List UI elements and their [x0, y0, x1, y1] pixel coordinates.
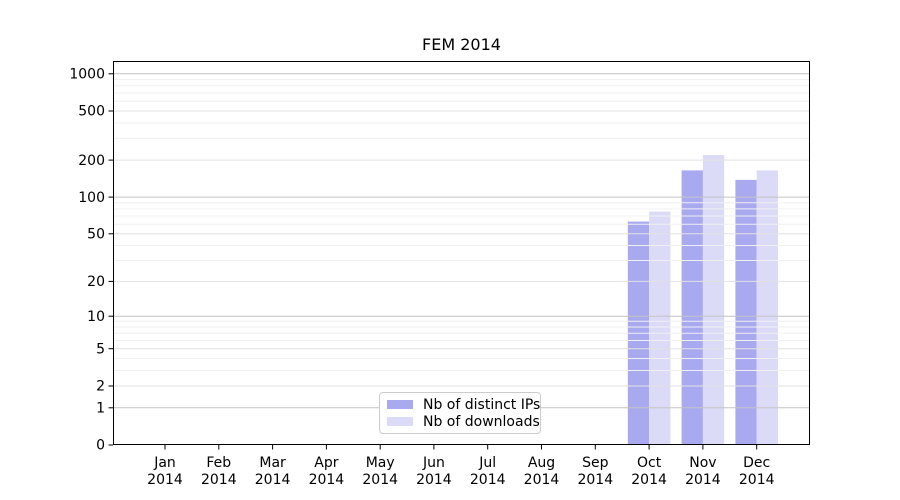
y-axis-tick-label: 20 — [87, 274, 105, 290]
x-axis-month-label: Oct — [637, 455, 662, 471]
x-axis-year-label: 2014 — [147, 472, 183, 488]
x-axis-year-label: 2014 — [416, 472, 452, 488]
legend-label: Nb of distinct IPs — [423, 396, 541, 413]
x-axis-year-label: 2014 — [309, 472, 345, 488]
legend-item: Nb of distinct IPs — [387, 396, 540, 413]
x-axis-year-label: 2014 — [362, 472, 398, 488]
legend: Nb of distinct IPs Nb of downloads — [379, 392, 541, 434]
y-axis-tick-label: 0 — [96, 438, 105, 454]
x-axis-month-label: Jan — [153, 455, 176, 471]
y-axis-tick-label: 200 — [78, 153, 105, 169]
x-axis-month-label: Sep — [582, 455, 609, 471]
bar-nb-of-downloads-nov — [702, 155, 725, 445]
y-axis-tick-label: 10 — [87, 309, 105, 325]
bar-nb-of-downloads-dec — [756, 170, 778, 445]
x-axis-year-label: 2014 — [631, 472, 667, 488]
legend-label: Nb of downloads — [423, 413, 540, 430]
y-axis-tick-label: 5 — [96, 341, 105, 357]
y-axis-tick-label: 2 — [96, 379, 105, 395]
x-axis-month-label: May — [366, 455, 395, 471]
x-axis-month-label: Mar — [259, 455, 286, 471]
chart-title: FEM 2014 — [422, 35, 501, 54]
y-axis-tick-label: 500 — [78, 104, 105, 120]
x-axis-year-label: 2014 — [577, 472, 613, 488]
x-axis-year-label: 2014 — [524, 472, 560, 488]
legend-swatch-downloads-icon — [387, 417, 413, 426]
x-axis-month-label: Apr — [314, 455, 338, 471]
bar-nb-of-distinct-ips-nov — [681, 170, 703, 445]
bar-nb-of-distinct-ips-dec — [735, 179, 757, 445]
x-axis-month-label: Jun — [422, 455, 445, 471]
x-axis-year-label: 2014 — [739, 472, 775, 488]
x-axis-year-label: 2014 — [685, 472, 721, 488]
x-axis-month-label: Jul — [478, 455, 496, 471]
x-axis-month-label: Feb — [206, 455, 231, 471]
x-axis-month-label: Aug — [528, 455, 555, 471]
x-axis-year-label: 2014 — [470, 472, 506, 488]
legend-swatch-distinct-ips-icon — [387, 400, 413, 409]
y-axis-tick-label: 1 — [96, 401, 105, 417]
x-axis-month-label: Dec — [743, 455, 770, 471]
bar-nb-of-downloads-oct — [649, 211, 671, 445]
x-axis-year-label: 2014 — [255, 472, 291, 488]
y-axis-tick-label: 100 — [78, 190, 105, 206]
plot-border — [113, 61, 810, 445]
y-axis-tick-label: 1000 — [69, 67, 105, 83]
x-axis-year-label: 2014 — [201, 472, 237, 488]
y-axis-tick-label: 50 — [87, 227, 105, 243]
legend-item: Nb of downloads — [387, 413, 540, 430]
x-axis-month-label: Nov — [689, 455, 716, 471]
